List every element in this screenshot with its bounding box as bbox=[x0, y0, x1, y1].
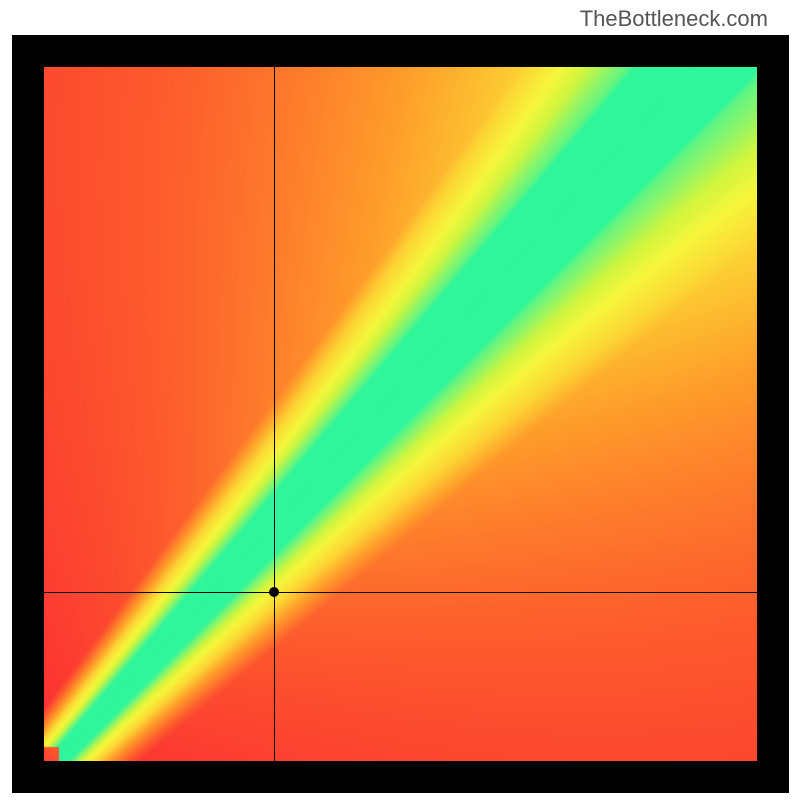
crosshair-horizontal bbox=[44, 592, 757, 593]
crosshair-marker bbox=[269, 587, 279, 597]
heatmap-plot bbox=[44, 67, 757, 761]
chart-container: TheBottleneck.com bbox=[0, 0, 800, 800]
attribution-text: TheBottleneck.com bbox=[580, 6, 768, 32]
plot-frame bbox=[12, 35, 789, 793]
crosshair-vertical bbox=[274, 67, 275, 761]
heatmap-canvas bbox=[44, 67, 757, 761]
